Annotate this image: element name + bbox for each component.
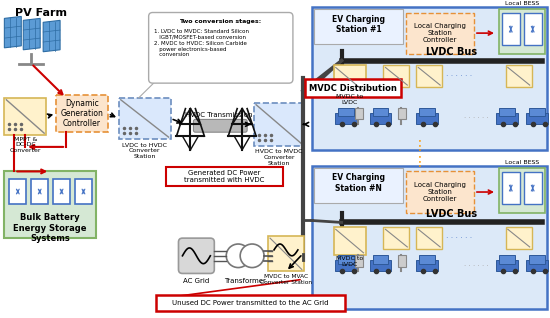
- Text: Unused DC Power transmitted to the AC Grid: Unused DC Power transmitted to the AC Gr…: [172, 300, 328, 306]
- Text: Generated DC Power
transmitted with HVDC: Generated DC Power transmitted with HVDC: [184, 170, 265, 183]
- Text: · · · · · ·: · · · · · ·: [446, 234, 472, 243]
- Text: Two conversion stages:: Two conversion stages:: [179, 19, 261, 24]
- FancyBboxPatch shape: [314, 9, 403, 44]
- FancyBboxPatch shape: [383, 66, 409, 87]
- FancyBboxPatch shape: [398, 108, 406, 120]
- FancyBboxPatch shape: [312, 166, 547, 309]
- FancyBboxPatch shape: [338, 108, 354, 116]
- FancyBboxPatch shape: [406, 171, 474, 213]
- FancyBboxPatch shape: [334, 66, 366, 93]
- FancyBboxPatch shape: [305, 79, 402, 97]
- FancyBboxPatch shape: [148, 12, 293, 83]
- Text: Dynamic
Generation
Controller: Dynamic Generation Controller: [60, 99, 103, 128]
- Text: Local BESS: Local BESS: [504, 160, 539, 165]
- FancyBboxPatch shape: [496, 113, 518, 124]
- FancyBboxPatch shape: [53, 179, 70, 204]
- Circle shape: [226, 244, 250, 267]
- Text: MVDC to
LVDC: MVDC to LVDC: [336, 256, 363, 267]
- Text: · · · · · ·: · · · · · ·: [446, 72, 472, 81]
- FancyBboxPatch shape: [383, 227, 409, 249]
- Text: HVDC Transmission: HVDC Transmission: [185, 112, 252, 118]
- Text: HVDC to MVDC
Converter
Station: HVDC to MVDC Converter Station: [255, 149, 302, 166]
- Text: LVDC Bus: LVDC Bus: [426, 209, 477, 218]
- FancyBboxPatch shape: [419, 108, 435, 116]
- FancyBboxPatch shape: [372, 255, 388, 264]
- FancyBboxPatch shape: [496, 260, 518, 272]
- FancyBboxPatch shape: [416, 113, 438, 124]
- FancyBboxPatch shape: [335, 113, 356, 124]
- Text: AC Grid: AC Grid: [183, 278, 210, 284]
- Text: LVDC Bus: LVDC Bus: [426, 47, 477, 57]
- FancyBboxPatch shape: [4, 171, 96, 238]
- FancyBboxPatch shape: [370, 113, 392, 124]
- FancyBboxPatch shape: [56, 95, 108, 132]
- FancyBboxPatch shape: [416, 66, 442, 87]
- Polygon shape: [4, 17, 21, 48]
- FancyBboxPatch shape: [31, 179, 48, 204]
- FancyBboxPatch shape: [499, 168, 544, 213]
- Text: Local Charging
Station
Controller: Local Charging Station Controller: [414, 182, 466, 202]
- Text: MVDC to MVAC
Converter Station: MVDC to MVAC Converter Station: [260, 274, 312, 285]
- FancyBboxPatch shape: [416, 260, 438, 272]
- FancyBboxPatch shape: [268, 236, 304, 272]
- FancyBboxPatch shape: [529, 108, 544, 116]
- FancyBboxPatch shape: [9, 179, 26, 204]
- Text: MPPT &
DC-DC
Converter: MPPT & DC-DC Converter: [9, 137, 41, 153]
- Text: Transformer: Transformer: [224, 278, 266, 284]
- FancyBboxPatch shape: [335, 260, 356, 272]
- Polygon shape: [43, 20, 60, 52]
- FancyBboxPatch shape: [524, 13, 542, 45]
- FancyBboxPatch shape: [372, 108, 388, 116]
- FancyBboxPatch shape: [506, 66, 532, 87]
- Text: PV Farm: PV Farm: [15, 8, 67, 17]
- FancyBboxPatch shape: [355, 108, 362, 120]
- FancyBboxPatch shape: [502, 13, 520, 45]
- FancyBboxPatch shape: [314, 168, 403, 203]
- Text: ⋮
⋮: ⋮ ⋮: [412, 139, 426, 169]
- Text: LVDC to HVDC
Converter
Station: LVDC to HVDC Converter Station: [122, 142, 167, 159]
- FancyBboxPatch shape: [499, 9, 544, 54]
- FancyBboxPatch shape: [526, 260, 548, 272]
- Text: EV Charging
Station #N: EV Charging Station #N: [332, 174, 385, 193]
- Text: EV Charging
Station #1: EV Charging Station #1: [332, 15, 385, 34]
- Text: · · · · · ·: · · · · · ·: [464, 263, 488, 269]
- FancyBboxPatch shape: [499, 255, 515, 264]
- FancyBboxPatch shape: [75, 179, 92, 204]
- FancyBboxPatch shape: [502, 172, 520, 204]
- FancyBboxPatch shape: [419, 255, 435, 264]
- FancyBboxPatch shape: [194, 120, 247, 132]
- Polygon shape: [23, 18, 40, 50]
- FancyBboxPatch shape: [334, 227, 366, 255]
- Text: Local BESS: Local BESS: [504, 1, 539, 6]
- FancyBboxPatch shape: [416, 227, 442, 249]
- FancyBboxPatch shape: [406, 12, 474, 54]
- Text: Bulk Battery
Energy Storage
Systems: Bulk Battery Energy Storage Systems: [13, 213, 87, 243]
- Text: · · · · · ·: · · · · · ·: [464, 115, 488, 121]
- FancyBboxPatch shape: [338, 255, 354, 264]
- FancyBboxPatch shape: [119, 98, 170, 139]
- FancyBboxPatch shape: [524, 172, 542, 204]
- Text: MVDC to
LVDC: MVDC to LVDC: [336, 94, 363, 105]
- FancyBboxPatch shape: [179, 238, 214, 273]
- FancyBboxPatch shape: [529, 255, 544, 264]
- FancyBboxPatch shape: [156, 295, 345, 311]
- FancyBboxPatch shape: [312, 7, 547, 150]
- FancyBboxPatch shape: [398, 255, 406, 266]
- FancyBboxPatch shape: [4, 98, 46, 135]
- Text: Local Charging
Station
Controller: Local Charging Station Controller: [414, 23, 466, 43]
- FancyBboxPatch shape: [166, 167, 283, 186]
- Text: 1. LVDC to MVDC: Standard Silicon
   IGBT/MOSFET-based conversion
2. MVDC to HVD: 1. LVDC to MVDC: Standard Silicon IGBT/M…: [153, 29, 249, 57]
- Circle shape: [240, 244, 264, 267]
- Text: MVDC Distribution: MVDC Distribution: [309, 84, 397, 93]
- FancyBboxPatch shape: [526, 113, 548, 124]
- FancyBboxPatch shape: [370, 260, 392, 272]
- FancyBboxPatch shape: [506, 227, 532, 249]
- FancyBboxPatch shape: [355, 255, 362, 266]
- FancyBboxPatch shape: [254, 103, 304, 146]
- FancyBboxPatch shape: [499, 108, 515, 116]
